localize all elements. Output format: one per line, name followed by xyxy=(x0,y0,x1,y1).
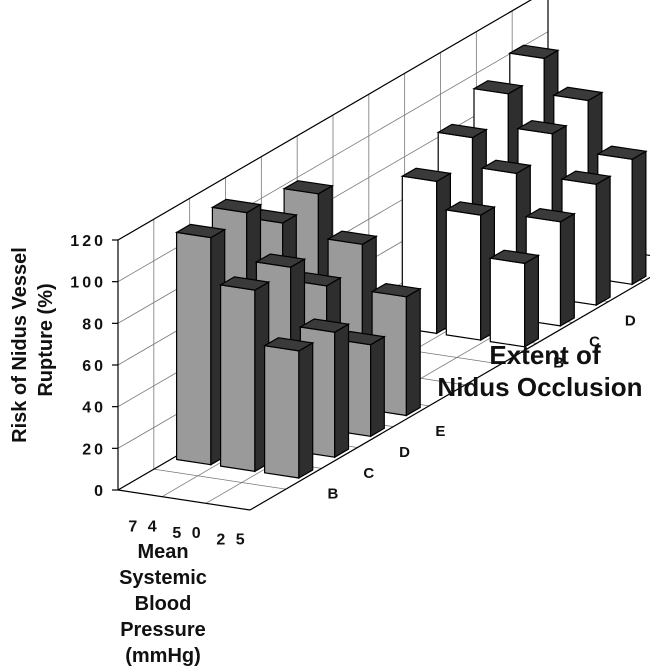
z-tick-label: C xyxy=(589,334,600,351)
x-axis-label-line4: Pressure xyxy=(120,619,206,641)
x-axis-label-line5: (mmHg) xyxy=(125,645,201,667)
bar-front-face xyxy=(220,284,256,473)
bar-top-face xyxy=(254,253,307,268)
bar xyxy=(444,201,497,342)
bar xyxy=(218,276,271,473)
y-tick-label: 120 xyxy=(70,233,106,250)
bar-top-face xyxy=(524,207,577,223)
z-tick-label: B xyxy=(553,354,564,371)
bar-side-face xyxy=(405,287,421,417)
bar-top-face xyxy=(552,86,604,102)
bar-top-face xyxy=(596,145,648,160)
bar-front-face xyxy=(445,209,482,341)
y-tick-label: 60 xyxy=(82,358,106,375)
labels: Risk of Nidus Vessel Rupture (%) Mean Sy… xyxy=(9,233,643,667)
bar-side-face xyxy=(298,341,314,480)
x-axis-label-line1: Mean xyxy=(137,541,188,563)
z-tick-label: D xyxy=(625,313,636,330)
z-axis-label-line2: Nidus Occlusion xyxy=(437,372,642,402)
bar-front-face xyxy=(489,257,526,348)
bar-top-face xyxy=(480,159,533,175)
bar xyxy=(262,337,315,480)
bar-top-face xyxy=(472,80,524,95)
floor-gridline xyxy=(153,468,286,490)
bar-top-face xyxy=(262,337,315,352)
bar-top-face xyxy=(210,198,263,214)
y-axis-label-line1: Risk of Nidus Vessel xyxy=(9,247,31,443)
axis-frame-line xyxy=(249,276,650,511)
bar-top-face xyxy=(326,230,378,245)
bar-top-face xyxy=(400,167,453,183)
x-axis-label-line2: Systemic xyxy=(119,567,207,589)
z-axis-label-line1: Extent of xyxy=(489,340,601,370)
z-tick-label: B xyxy=(327,486,338,503)
z-tick-label: C xyxy=(363,465,374,482)
bar-side-face xyxy=(595,175,611,307)
bar-top-face xyxy=(218,276,271,291)
x-tick-label: 5 0 xyxy=(172,525,203,542)
bar-top-face xyxy=(370,282,422,298)
x-tick-label: 2 5 xyxy=(216,532,247,549)
axis-frame-line xyxy=(117,0,532,241)
bar-top-face xyxy=(436,123,489,139)
y-tick-label: 40 xyxy=(82,400,106,417)
axis-frame-line xyxy=(117,489,251,511)
bar-top-face xyxy=(516,119,568,135)
bar-top-face xyxy=(174,223,227,239)
y-tick-label: 20 xyxy=(82,441,106,458)
bar xyxy=(174,223,227,466)
bar-side-face xyxy=(559,212,575,327)
x-axis-label-line3: Blood xyxy=(135,593,192,615)
y-tick-label: 80 xyxy=(82,316,106,333)
bar-top-face xyxy=(560,170,612,185)
y-axis-label-line2: Rupture (%) xyxy=(35,283,57,396)
bar-top-face xyxy=(488,249,541,265)
z-tick-label: E xyxy=(435,423,445,440)
bar-top-face xyxy=(444,201,497,216)
bar-top-face xyxy=(298,318,351,333)
bar-top-face xyxy=(282,180,334,195)
y-tick-label: 0 xyxy=(94,483,106,500)
bar xyxy=(488,249,541,348)
bar-side-face xyxy=(334,323,350,459)
bar-front-face xyxy=(264,345,300,479)
bar-side-face xyxy=(524,254,540,348)
bar-top-face xyxy=(508,44,560,60)
bar-side-face xyxy=(370,335,385,438)
z-tick-label: D xyxy=(399,444,410,461)
bar-front-face xyxy=(176,231,212,466)
bar-side-face xyxy=(631,150,647,286)
y-tick-label: 100 xyxy=(70,275,106,292)
bars xyxy=(174,44,648,480)
x-tick-label: 7 4 xyxy=(128,518,159,535)
